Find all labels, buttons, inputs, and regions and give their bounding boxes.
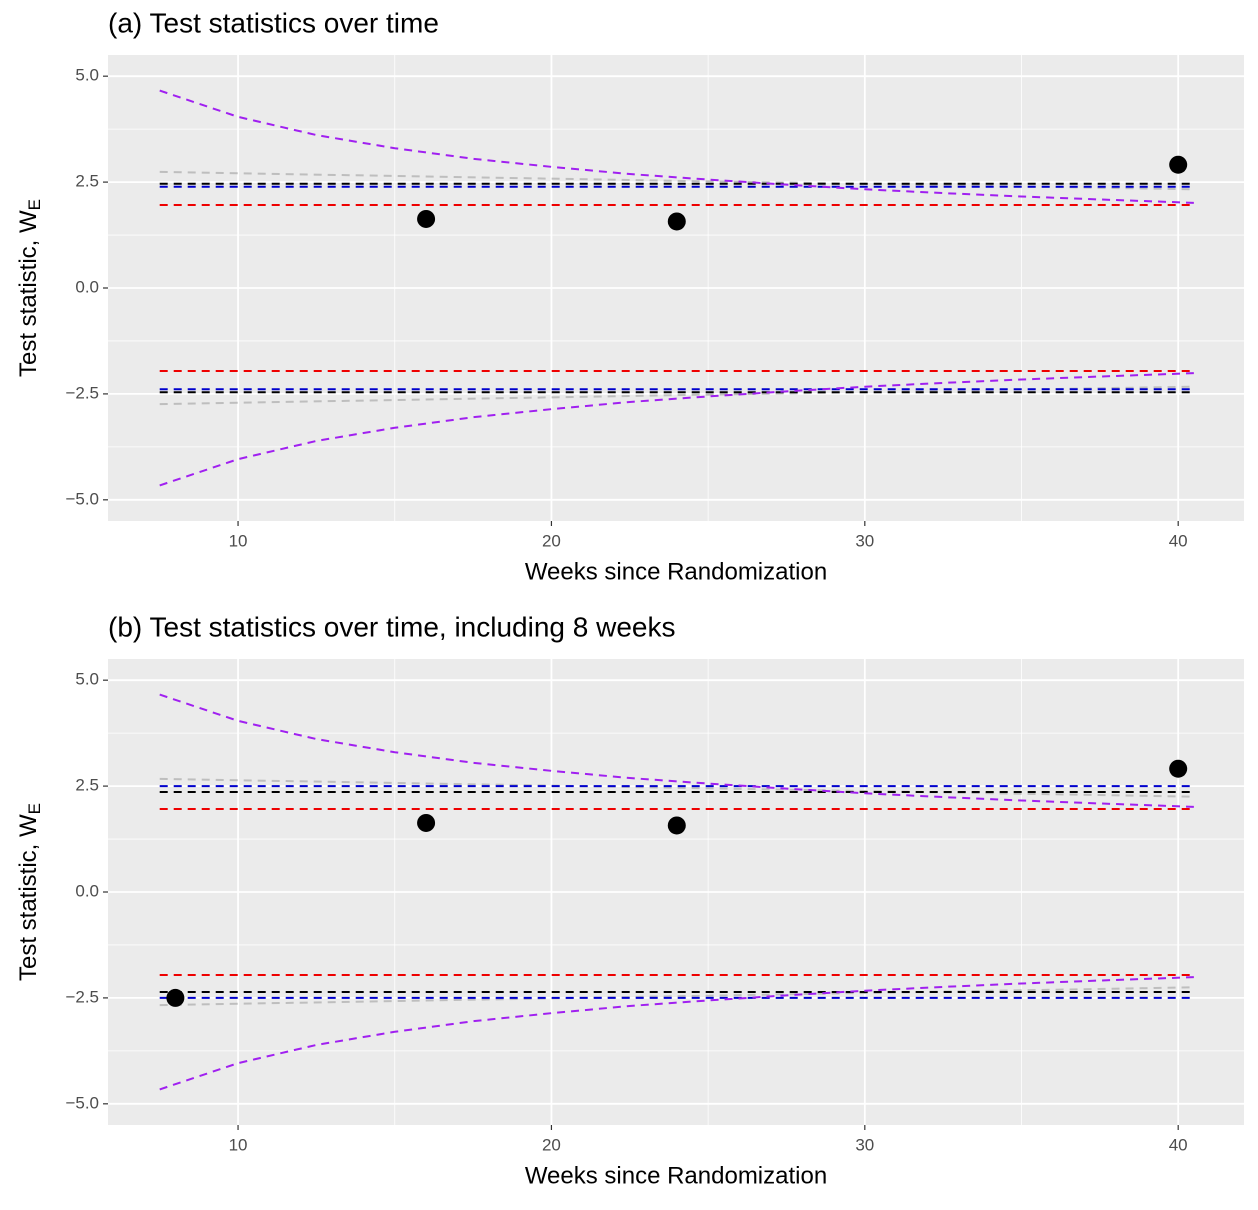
y-tick-label: 5.0 [75,66,99,85]
point [166,988,185,1007]
y-axis-label-subscript: E [25,803,44,814]
y-tick-label: 0.0 [75,277,99,296]
y-axis-label-subscript: E [25,199,44,210]
dashed-line [159,372,1194,487]
chart-title: (a) Test statistics over time [108,7,439,38]
x-tick-label: 30 [855,1135,874,1154]
y-tick-label: −2.5 [65,987,99,1006]
x-tick-label: 20 [542,1135,561,1154]
y-tick-label: 5.0 [75,670,99,689]
y-tick-label: −5.0 [65,489,99,508]
y-tick-label: −5.0 [65,1093,99,1112]
y-axis-label: Test statistic, WE [15,803,44,981]
dashed-line [159,976,1194,1091]
dashed-line [159,986,1194,1007]
dashed-line [159,777,1194,798]
x-tick-label: 40 [1169,1135,1188,1154]
x-axis-label: Weeks since Randomization [525,1162,827,1189]
y-tick-label: 2.5 [75,776,99,795]
dashed-line [159,89,1194,204]
x-axis-label: Weeks since Randomization [525,558,827,585]
point [417,209,436,228]
x-tick-label: 20 [542,531,561,550]
dashed-line [159,693,1194,808]
y-tick-label: −2.5 [65,383,99,402]
y-axis-label: Test statistic, WE [15,199,44,377]
x-tick-label: 10 [229,1135,248,1154]
y-tick-label: 0.0 [75,881,99,900]
point [1169,759,1188,778]
x-tick-label: 10 [229,531,248,550]
x-tick-label: 30 [855,531,874,550]
point [667,816,686,835]
x-tick-label: 40 [1169,531,1188,550]
point [417,813,436,832]
point [1169,155,1188,174]
chart-title: (b) Test statistics over time, including… [108,611,675,642]
y-tick-label: 2.5 [75,172,99,191]
y-axis-label-main: Test statistic, W [15,210,42,377]
point [667,212,686,231]
y-axis-label-main: Test statistic, W [15,814,42,981]
